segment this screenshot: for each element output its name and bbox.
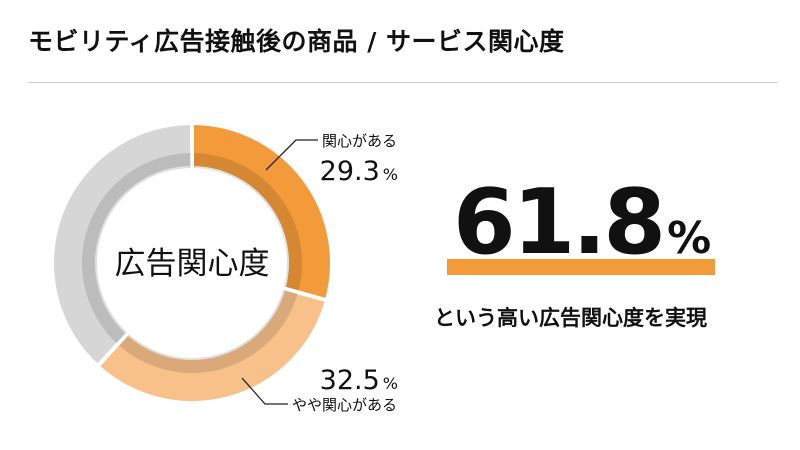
slice-value-unit-somewhat-interested: % — [383, 374, 398, 393]
donut-inner-shade-other — [81, 153, 191, 344]
highlight-percentage: 61.8% — [453, 178, 711, 268]
donut-slice-other — [50, 120, 194, 370]
slice-value-unit-interested: % — [383, 165, 398, 184]
highlight-unit: % — [667, 213, 712, 264]
slice-label-interested: 関心がある — [322, 132, 397, 150]
highlight-value: 61.8 — [453, 170, 666, 275]
title-divider — [28, 82, 778, 83]
slice-value-interested: 29.3% — [320, 156, 398, 187]
donut-slice-interested — [190, 120, 334, 303]
page-title: モビリティ広告接触後の商品 / サービス関心度 — [28, 27, 565, 56]
donut-center-label: 広告関心度 — [115, 246, 270, 282]
slice-value-number-somewhat-interested: 32.5 — [320, 365, 380, 396]
slice-label-somewhat-interested: やや関心がある — [292, 396, 397, 414]
leader-line-interested — [265, 139, 318, 171]
slice-value-somewhat-interested: 32.5% — [320, 365, 398, 396]
highlight-caption: という高い広告関心度を実現 — [434, 306, 707, 330]
donut-slice-somewhat-interested — [94, 285, 330, 405]
highlight-underline — [447, 259, 715, 275]
donut-inner-shade-somewhat-interested — [118, 289, 298, 373]
donut-inner-shade-interested — [193, 153, 303, 292]
leader-line-somewhat-interested — [241, 377, 288, 405]
slice-value-number-interested: 29.3 — [320, 156, 380, 187]
